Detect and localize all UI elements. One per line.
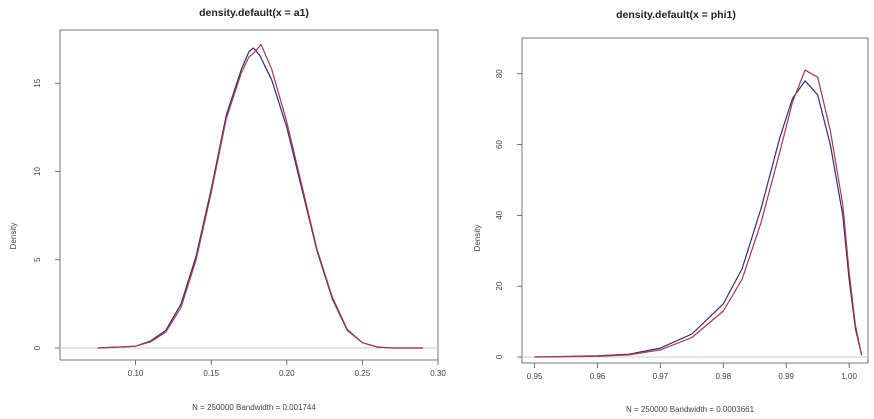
y-axis-label: Density [473, 225, 482, 252]
plot-frame [59, 29, 439, 361]
x-tick-label: 0.10 [128, 369, 144, 378]
chart-title: density.default(x = a1) [199, 7, 309, 19]
y-tick-label: 5 [33, 257, 42, 262]
y-tick-label: 0 [33, 345, 42, 350]
y-tick-label: 60 [495, 140, 504, 149]
density-curves [60, 43, 438, 349]
x-tick-label: 0.20 [279, 369, 295, 378]
y-axis: 0 5 10 15 [33, 78, 60, 350]
density-curves [522, 69, 868, 358]
y-axis-label: Density [9, 223, 18, 250]
x-tick-label: 0.96 [590, 372, 606, 381]
density-curve-1 [97, 47, 423, 349]
y-axis: 0 20 40 60 80 [495, 69, 522, 359]
y-tick-label: 20 [495, 281, 504, 290]
x-tick-label: 0.98 [716, 372, 732, 381]
x-tick-label: 0.97 [653, 372, 669, 381]
plot-frame [521, 37, 869, 364]
y-tick-label: 80 [495, 69, 504, 78]
x-axis-label: N = 250000 Bandwidth = 0.001744 [192, 403, 316, 412]
y-tick-label: 40 [495, 210, 504, 219]
chart-title: density.default(x = phi1) [616, 9, 736, 21]
x-tick-label: 0.99 [778, 372, 794, 381]
y-tick-label: 0 [495, 354, 504, 359]
x-axis: 0.10 0.15 0.20 0.25 0.30 [128, 360, 446, 378]
x-tick-label: 0.30 [430, 369, 446, 378]
x-axis-label: N = 250000 Bandwidth = 0.0003661 [626, 405, 755, 414]
panel-phi1: density.default(x = phi1) Density N = 25… [473, 9, 869, 414]
x-tick-label: 1.00 [841, 372, 857, 381]
y-tick-label: 10 [33, 167, 42, 176]
y-tick-label: 15 [33, 78, 42, 87]
density-curve-1 [534, 80, 863, 358]
x-axis: 0.95 0.96 0.97 0.98 0.99 1.00 [527, 363, 857, 381]
x-tick-label: 0.25 [355, 369, 371, 378]
panel-a1: density.default(x = a1) Density N = 2500… [9, 7, 446, 412]
x-tick-label: 0.15 [203, 369, 219, 378]
density-curve-2 [97, 43, 423, 349]
density-curve-2 [534, 69, 863, 358]
x-tick-label: 0.95 [527, 372, 543, 381]
